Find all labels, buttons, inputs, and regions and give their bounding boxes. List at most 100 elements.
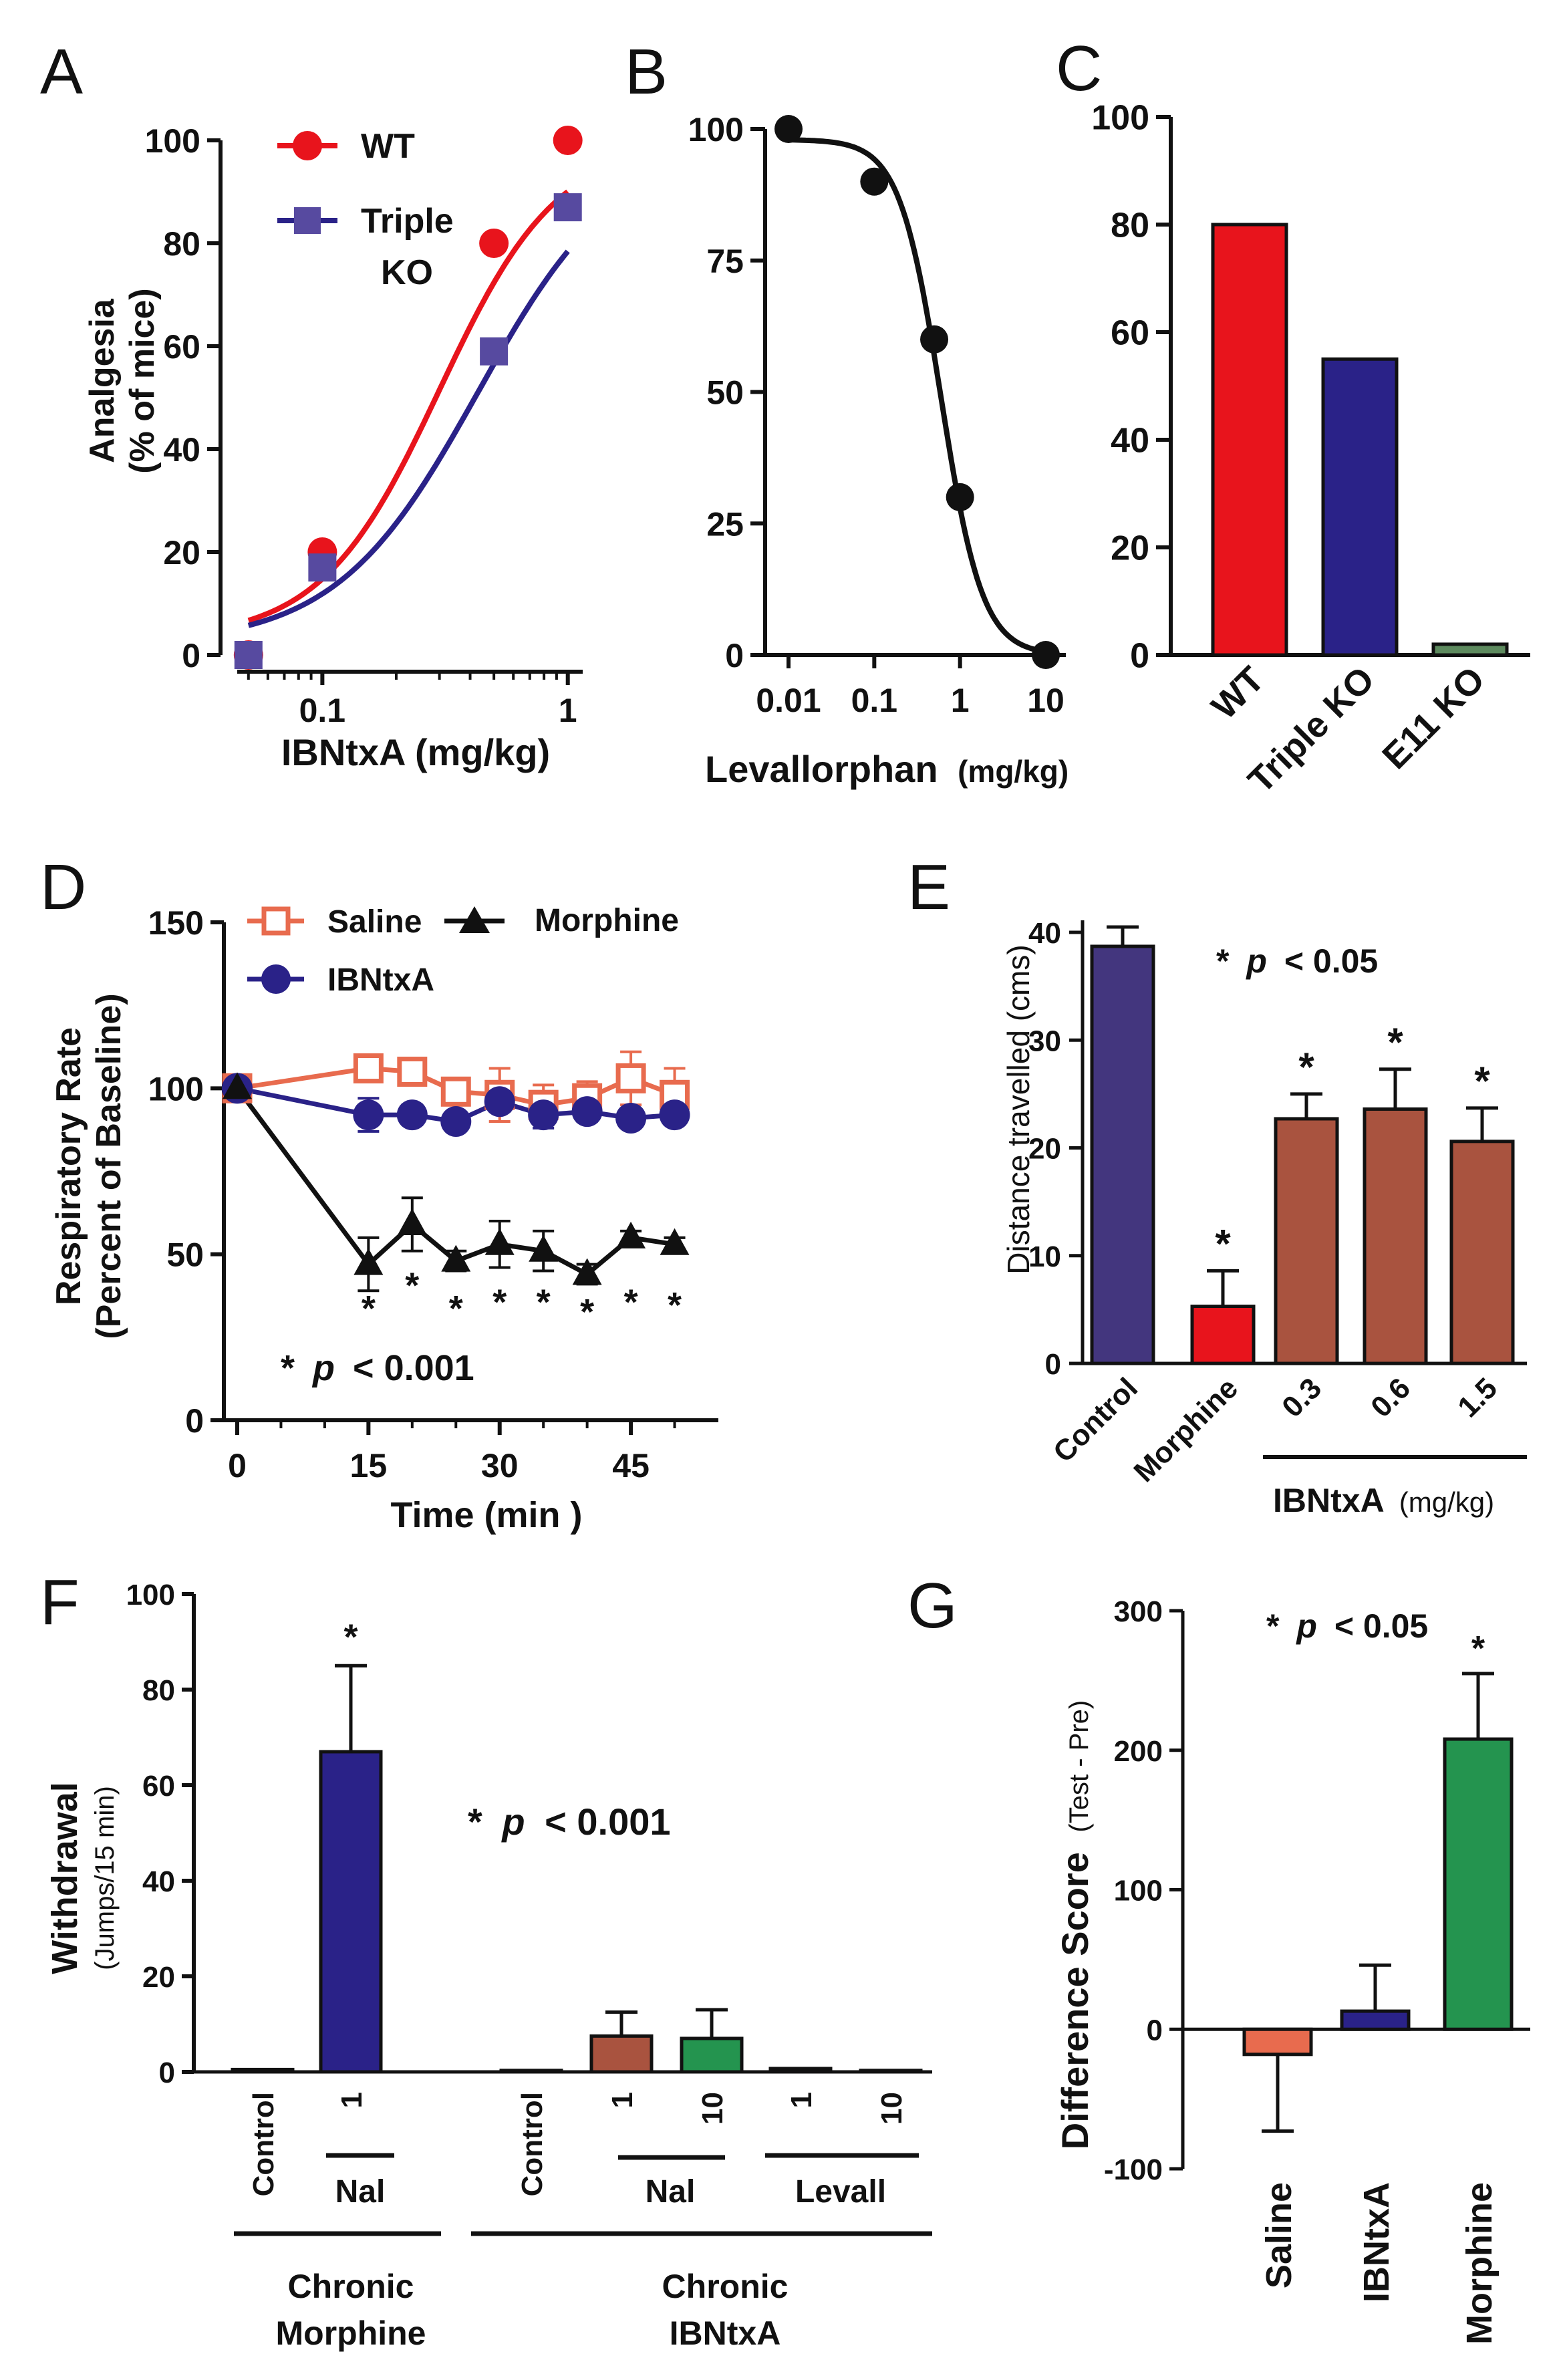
panel-a-ylabel: Analgesia (% of mice) xyxy=(83,288,162,473)
panel-f-pvalue-p: p xyxy=(501,1801,525,1843)
panel-b-y-tick-label: 75 xyxy=(706,243,744,280)
panel-d-point-ibntxa xyxy=(659,1099,690,1131)
panel-f-ylabel-line1: Withdrawal xyxy=(45,1782,85,1974)
panel-b-y-tick-label: 100 xyxy=(688,111,744,148)
panel-d-point-morphine xyxy=(660,1228,690,1255)
panel-d-legend: Saline Morphine IBNtxA xyxy=(247,903,679,998)
panel-d-point-saline xyxy=(440,1076,471,1107)
panel-b-x-tick-label: 0.01 xyxy=(756,682,821,719)
panel-d-significance-star: * xyxy=(580,1292,594,1332)
panel-d-point-morphine xyxy=(441,1244,471,1272)
panel-g-x-tick-label: Morphine xyxy=(1459,2182,1500,2345)
panel-f-ylabel-line2: (Jumps/15 min) xyxy=(90,1786,120,1970)
panel-d-point-ibntxa xyxy=(353,1099,384,1131)
panel-a-point-wt xyxy=(553,126,583,155)
panel-a-y-tick-label: 80 xyxy=(163,225,200,263)
panel-c-y-tick-label: 80 xyxy=(1111,207,1149,245)
panel-b: B Levallorphan (mg/kg) 0 25 50 75 100 0.01 0.1… xyxy=(625,36,1069,790)
panel-g-bar-morphine xyxy=(1443,1737,1514,2031)
panel-g-pvalue-rest: < 0.05 xyxy=(1334,1607,1428,1645)
panel-e-significance-star: * xyxy=(1215,1221,1231,1266)
panel-f-x-tick-label: 1 xyxy=(785,2092,818,2108)
panel-c-x-tick-label: WT xyxy=(1204,659,1272,727)
legend-morphine-label: Morphine xyxy=(535,903,679,938)
panel-f-y-tick-label: 40 xyxy=(142,1865,175,1898)
panel-d-y-tick-label: 150 xyxy=(148,904,204,942)
panel-f-y-tick-label: 60 xyxy=(142,1770,175,1803)
panel-g-y-tick-label: 100 xyxy=(1114,1875,1163,1907)
panel-b-x-tick-label: 1 xyxy=(951,682,970,719)
panel-e-x-tick-label: Control xyxy=(1047,1371,1144,1468)
panel-d-x-tick-label: 15 xyxy=(350,1447,388,1484)
panel-c-y-tick-label: 20 xyxy=(1111,529,1149,568)
panel-d-point-ibntxa xyxy=(528,1099,559,1131)
panel-b-y-tick-label: 50 xyxy=(706,374,744,412)
panel-d: D Respiratory Rate (Percent of Baseline)… xyxy=(40,851,718,1535)
panel-c-y-tick-label: 0 xyxy=(1130,637,1149,676)
panel-f-x-tick-label: Control xyxy=(516,2092,549,2196)
panel-e-bar-1-5 xyxy=(1449,1140,1515,1365)
panel-d-ylabel-line1: Respiratory Rate xyxy=(49,1027,88,1305)
legend-saline-label: Saline xyxy=(327,904,422,940)
panel-e-x-tick-label: 0.3 xyxy=(1276,1371,1328,1424)
panel-f-group2-line1: Chronic xyxy=(662,2268,789,2305)
panel-c-bar-wt xyxy=(1211,223,1288,657)
panel-e-pvalue-p: p xyxy=(1245,942,1267,980)
panel-d-pvalue-rest: < 0.001 xyxy=(353,1348,474,1388)
panel-e-group-unit: (mg/kg) xyxy=(1399,1486,1494,1518)
panel-a-y-tick-label: 20 xyxy=(163,534,200,571)
panel-e-letter: E xyxy=(907,851,950,923)
panel-f-bar-0 xyxy=(231,2067,295,2074)
panel-a-ylabel-line2: (% of mice) xyxy=(123,288,162,473)
panel-a-legend: WT Triple KO xyxy=(277,127,454,292)
panel-d-point-morphine xyxy=(572,1258,602,1285)
panel-f-letter: F xyxy=(40,1567,80,1638)
legend-triple-ko-label-2: KO xyxy=(381,253,433,292)
panel-d-pvalue-p: p xyxy=(311,1348,335,1388)
panel-b-point xyxy=(920,325,949,354)
panel-b-xlabel: Levallorphan (mg/kg) xyxy=(705,748,1069,790)
panel-e-y-tick-label: 30 xyxy=(1028,1025,1061,1057)
panel-f-y-tick-label: 100 xyxy=(126,1579,175,1611)
panel-g-ylabel-main: Difference Score xyxy=(1054,1852,1096,2149)
panel-f-bar-2 xyxy=(499,2069,563,2074)
panel-f-nal-label-2: Nal xyxy=(646,2174,696,2210)
panel-a-point-triple-ko xyxy=(308,553,337,582)
panel-f-pvalue-rest: < 0.001 xyxy=(545,1801,670,1843)
panel-e-ylabel: Distance travelled (cms) xyxy=(1001,944,1036,1274)
panel-e-bar-0-3 xyxy=(1274,1117,1339,1365)
panel-b-point xyxy=(860,167,889,196)
panel-a-x-tick-label: 1 xyxy=(559,692,577,729)
panel-f-levall-label: Levall xyxy=(795,2174,886,2210)
panel-d-y-tick-label: 100 xyxy=(148,1070,204,1107)
panel-e-y-tick-label: 20 xyxy=(1028,1133,1061,1166)
panel-d-ylabel: Respiratory Rate (Percent of Baseline) xyxy=(49,993,128,1339)
legend-triple-ko-label-1: Triple xyxy=(361,202,454,241)
panel-a-letter: A xyxy=(40,36,83,108)
panel-g-y-tick-label: 0 xyxy=(1147,2014,1163,2046)
panel-e-group-name: IBNtxA xyxy=(1273,1482,1384,1519)
panel-d-letter: D xyxy=(40,851,86,923)
panel-d-significance-star: * xyxy=(624,1282,638,1322)
panel-d-point-ibntxa xyxy=(571,1096,603,1128)
panel-c-y-tick-label: 100 xyxy=(1091,99,1149,138)
panel-d-x-tick-label: 0 xyxy=(228,1447,247,1484)
panel-f-x-tick-label: 10 xyxy=(875,2092,908,2125)
panel-d-point-morphine xyxy=(397,1208,427,1235)
panel-f-bar-3 xyxy=(589,2034,654,2074)
panel-e-bar-0-6 xyxy=(1363,1107,1428,1365)
panel-c-y-tick-label: 60 xyxy=(1111,314,1149,353)
panel-d-point-morphine xyxy=(616,1221,646,1248)
panel-a-xlabel: IBNtxA (mg/kg) xyxy=(281,731,550,773)
panel-d-point-morphine xyxy=(353,1248,384,1275)
panel-b-xlabel-main: Levallorphan xyxy=(705,748,938,790)
panel-e-bar-control xyxy=(1090,944,1155,1365)
panel-g-x-tick-label: IBNtxA xyxy=(1357,2182,1397,2302)
panel-d-significance-star: * xyxy=(492,1282,507,1322)
panel-a-y-tick-label: 60 xyxy=(163,328,200,366)
panel-f-y-tick-label: 20 xyxy=(142,1961,175,1994)
panel-f-y-tick-label: 80 xyxy=(142,1674,175,1707)
panel-d-significance-star: * xyxy=(405,1265,419,1305)
panel-e-pvalue-star: * xyxy=(1216,942,1230,980)
legend-saline-marker xyxy=(261,906,291,936)
